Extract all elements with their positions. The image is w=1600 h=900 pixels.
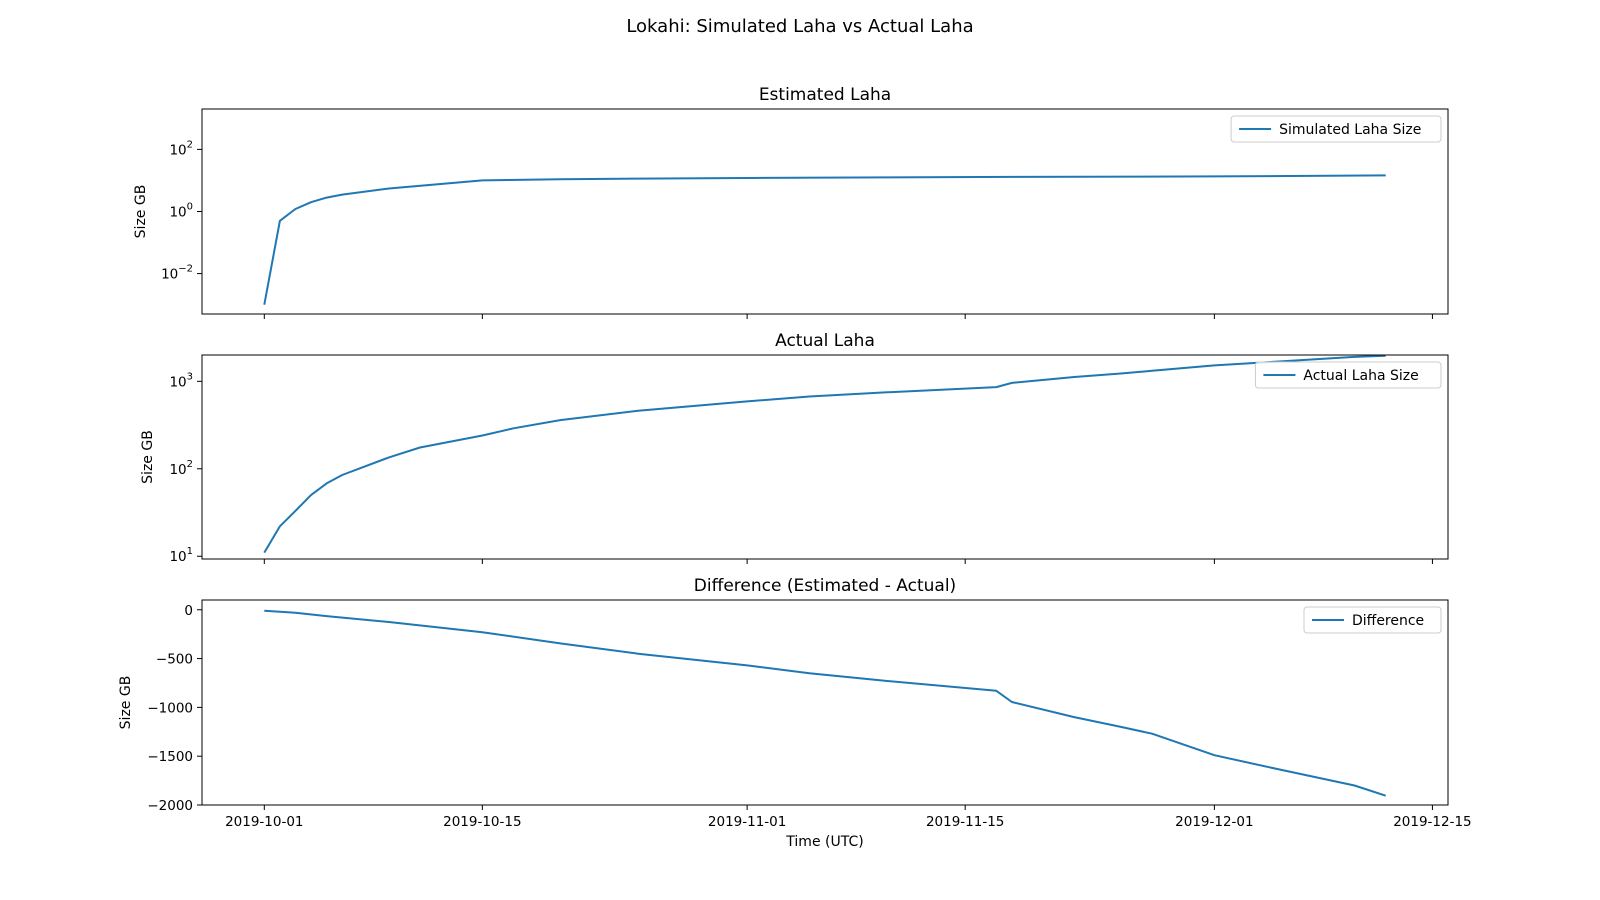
y-tick-label: −2000 — [147, 798, 193, 814]
y-axis-label: Size GB — [118, 676, 134, 730]
subplot-3: Difference (Estimated - Actual) Size GB 20… — [118, 576, 1472, 830]
series-line — [264, 609, 1387, 797]
x-tick-label: 2019-10-01 — [225, 814, 303, 830]
y-tick-label: 102 — [169, 139, 193, 158]
legend-label: Actual Laha Size — [1303, 368, 1418, 384]
y-tick-label: 102 — [169, 459, 193, 478]
y-tick-label: 103 — [169, 371, 193, 390]
subplot-2: Actual Laha Size GB 101 102 103 Actual Laha S… — [140, 331, 1449, 565]
subplot-1: Estimated Laha Size GB 10−2 100 102 Simulated… — [133, 85, 1449, 319]
legend-box — [1254, 361, 1442, 389]
x-tick-label: 2019-12-15 — [1393, 814, 1471, 830]
y-axis-label: Size GB — [133, 185, 149, 239]
subplot-title: Difference (Estimated - Actual) — [694, 576, 956, 596]
legend-box — [1230, 115, 1442, 143]
y-axis-label: Size GB — [140, 430, 156, 484]
series-line — [263, 174, 1386, 305]
subplot-title: Actual Laha — [775, 331, 875, 351]
legend: Simulated Laha Size — [1230, 115, 1442, 143]
axes-frame — [201, 599, 1449, 806]
legend: Actual Laha Size — [1254, 361, 1442, 389]
y-tick-label: 0 — [184, 603, 193, 619]
y-tick-label: −1000 — [147, 700, 193, 716]
x-tick-label: 2019-11-01 — [708, 814, 786, 830]
axes-frame — [201, 108, 1449, 315]
y-tick-label: −1500 — [147, 749, 193, 765]
subplots: Estimated Laha Size GB 10−2 100 102 Simulated… — [118, 85, 1472, 830]
y-tick-label: −500 — [156, 652, 193, 668]
x-axis-label: Time (UTC) — [785, 834, 863, 850]
x-tick-label: 2019-11-15 — [926, 814, 1004, 830]
legend-label: Difference — [1352, 613, 1424, 629]
x-tick-label: 2019-12-01 — [1175, 814, 1253, 830]
legend-label: Simulated Laha Size — [1279, 122, 1421, 138]
y-tick-label: 101 — [169, 546, 193, 565]
x-tick-label: 2019-10-15 — [443, 814, 521, 830]
subplot-title: Estimated Laha — [759, 85, 891, 105]
legend: Difference — [1303, 606, 1442, 634]
figure-suptitle: Lokahi: Simulated Laha vs Actual Laha — [626, 16, 973, 37]
legend-box — [1303, 606, 1442, 634]
y-tick-label: 100 — [169, 202, 193, 221]
series-line — [263, 355, 1386, 554]
axes-frame — [201, 354, 1449, 560]
y-tick-label: 10−2 — [161, 264, 193, 283]
